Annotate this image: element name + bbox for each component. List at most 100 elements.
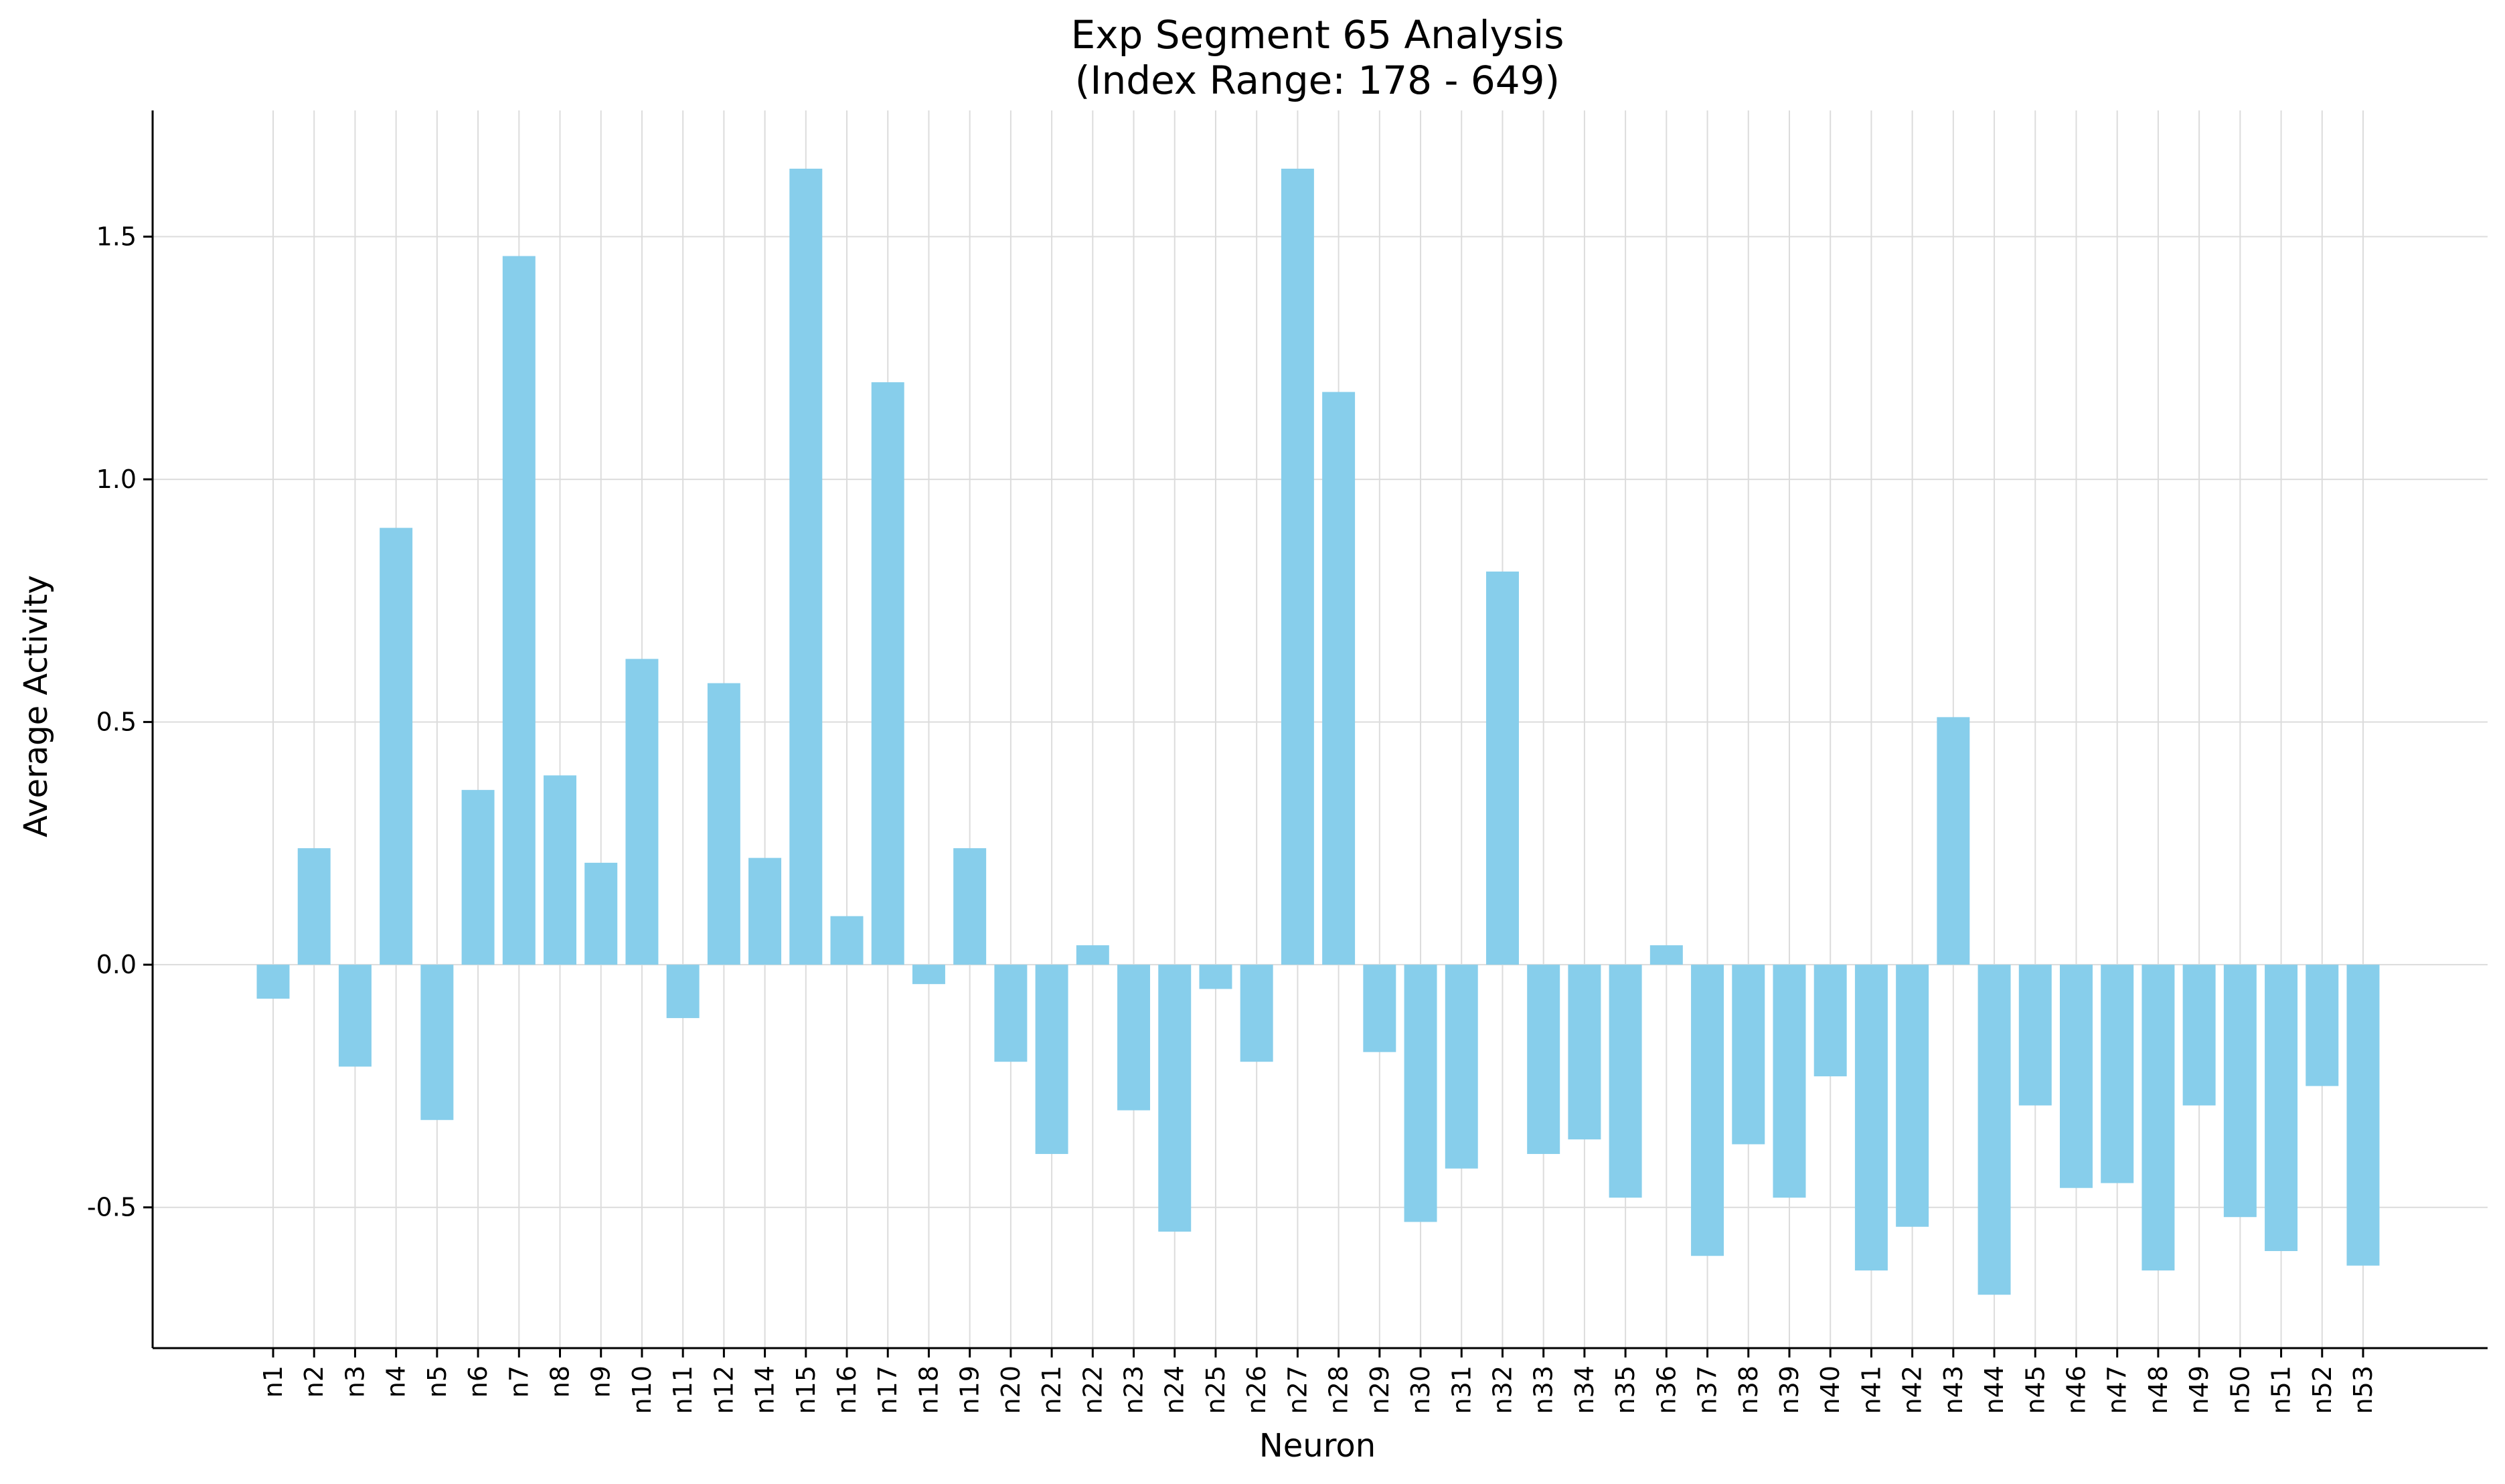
bar-n48 bbox=[2142, 965, 2175, 1270]
bar-n43 bbox=[1937, 717, 1970, 965]
bar-n17 bbox=[871, 382, 904, 965]
x-tick-label: n3 bbox=[340, 1366, 370, 1398]
bar-n16 bbox=[830, 916, 864, 965]
x-tick-label: n7 bbox=[504, 1366, 534, 1398]
x-tick-label: n22 bbox=[1078, 1366, 1107, 1414]
bar-n32 bbox=[1485, 571, 1519, 965]
axes: -0.5 0.0 0.5 1.0 1.5 n1 n2 n3 n4 n5 n6 n7 n8 n9 n10 n11… bbox=[87, 110, 2488, 1414]
x-tick-label: n38 bbox=[1734, 1366, 1763, 1414]
bar-n2 bbox=[297, 848, 331, 965]
x-tick-label: n21 bbox=[1037, 1366, 1066, 1414]
bar-n30 bbox=[1404, 965, 1437, 1222]
bar-n47 bbox=[2101, 965, 2134, 1183]
x-tick-label: n35 bbox=[1611, 1366, 1640, 1414]
x-tick-label: n53 bbox=[2348, 1366, 2378, 1414]
bar-n41 bbox=[1854, 965, 1888, 1270]
x-tick-label: n37 bbox=[1693, 1366, 1722, 1414]
x-tick-label: n36 bbox=[1651, 1366, 1681, 1414]
x-tick-label: n30 bbox=[1406, 1366, 1435, 1414]
bar-n24 bbox=[1158, 965, 1192, 1232]
y-axis-label: Average Activity bbox=[17, 575, 55, 837]
x-tick-label: n52 bbox=[2308, 1366, 2337, 1414]
x-tick-label: n32 bbox=[1487, 1366, 1517, 1414]
x-tick-label: n46 bbox=[2061, 1366, 2091, 1414]
bar-n49 bbox=[2182, 965, 2216, 1106]
bar-n7 bbox=[502, 256, 536, 965]
bar-n6 bbox=[461, 790, 495, 965]
bar-n53 bbox=[2346, 965, 2380, 1266]
bar-n45 bbox=[2018, 965, 2052, 1106]
x-tick-label: n47 bbox=[2103, 1366, 2132, 1414]
x-tick-label: n16 bbox=[832, 1366, 862, 1414]
x-tick-label: n26 bbox=[1242, 1366, 1271, 1414]
x-tick-label: n23 bbox=[1119, 1366, 1149, 1414]
x-tick-label: n5 bbox=[422, 1366, 452, 1398]
bar-n9 bbox=[584, 862, 618, 965]
x-tick-label: n29 bbox=[1365, 1366, 1394, 1414]
x-tick-label: n45 bbox=[2020, 1366, 2050, 1414]
y-tick-label: 1.0 bbox=[96, 465, 137, 494]
x-tick-label: n40 bbox=[1815, 1366, 1845, 1414]
bar-n18 bbox=[912, 965, 945, 985]
x-tick-label: n28 bbox=[1324, 1366, 1354, 1414]
bar-n21 bbox=[1035, 965, 1068, 1154]
x-tick-label: n39 bbox=[1775, 1366, 1804, 1414]
y-tick-label: 0.5 bbox=[96, 708, 137, 737]
bar-n15 bbox=[789, 169, 823, 965]
bar-n52 bbox=[2306, 965, 2339, 1086]
x-tick-label: n48 bbox=[2144, 1366, 2173, 1414]
y-tick-label: 1.5 bbox=[96, 222, 137, 252]
bar-n29 bbox=[1363, 965, 1396, 1052]
bar-n22 bbox=[1076, 945, 1109, 965]
x-tick-label: n17 bbox=[873, 1366, 902, 1414]
x-tick-label: n34 bbox=[1570, 1366, 1599, 1414]
bar-n31 bbox=[1445, 965, 1478, 1169]
chart-subtitle: (Index Range: 178 - 649) bbox=[1075, 58, 1560, 103]
x-tick-label: n8 bbox=[546, 1366, 575, 1398]
x-tick-label: n2 bbox=[299, 1366, 329, 1398]
chart-title: Exp Segment 65 Analysis bbox=[1071, 12, 1564, 58]
bar-n42 bbox=[1896, 965, 1929, 1227]
bar-n19 bbox=[953, 848, 987, 965]
x-tick-label: n11 bbox=[668, 1366, 698, 1414]
bar-n40 bbox=[1813, 965, 1847, 1076]
x-tick-label: n19 bbox=[955, 1366, 985, 1414]
bar-n3 bbox=[338, 965, 372, 1067]
x-axis-label: Neuron bbox=[1259, 1427, 1376, 1465]
x-tick-label: n6 bbox=[463, 1366, 493, 1398]
bar-n50 bbox=[2223, 965, 2257, 1218]
bars bbox=[256, 169, 2380, 1295]
x-tick-label: n25 bbox=[1201, 1366, 1230, 1414]
x-tick-label: n9 bbox=[586, 1366, 616, 1398]
x-tick-label: n43 bbox=[1939, 1366, 1968, 1414]
x-tick-label: n10 bbox=[627, 1366, 657, 1414]
bar-n46 bbox=[2060, 965, 2093, 1188]
x-tick-label: n12 bbox=[709, 1366, 738, 1414]
x-tick-label: n33 bbox=[1529, 1366, 1558, 1414]
bar-n51 bbox=[2265, 965, 2298, 1251]
bar-n5 bbox=[420, 965, 454, 1121]
x-tick-label: n51 bbox=[2267, 1366, 2296, 1414]
bar-n44 bbox=[1977, 965, 2011, 1295]
bar-n27 bbox=[1281, 169, 1314, 965]
x-tick-label: n24 bbox=[1160, 1366, 1190, 1414]
x-tick-label: n31 bbox=[1447, 1366, 1476, 1414]
bar-n33 bbox=[1527, 965, 1560, 1154]
bar-n1 bbox=[256, 965, 290, 999]
x-tick-label: n15 bbox=[791, 1366, 821, 1414]
x-tick-label: n42 bbox=[1898, 1366, 1927, 1414]
bar-n35 bbox=[1609, 965, 1642, 1198]
bar-n20 bbox=[994, 965, 1028, 1062]
bar-n38 bbox=[1732, 965, 1765, 1145]
x-tick-label: n44 bbox=[1979, 1366, 2009, 1414]
y-tick-label: 0.0 bbox=[96, 950, 137, 979]
x-tick-label: n20 bbox=[996, 1366, 1026, 1414]
bar-n11 bbox=[666, 965, 700, 1018]
x-tick-label: n50 bbox=[2225, 1366, 2255, 1414]
bar-n12 bbox=[707, 683, 740, 965]
x-tick-label: n18 bbox=[914, 1366, 943, 1414]
bar-n4 bbox=[380, 527, 413, 965]
x-tick-label: n14 bbox=[750, 1366, 780, 1414]
bar-n26 bbox=[1240, 965, 1273, 1062]
